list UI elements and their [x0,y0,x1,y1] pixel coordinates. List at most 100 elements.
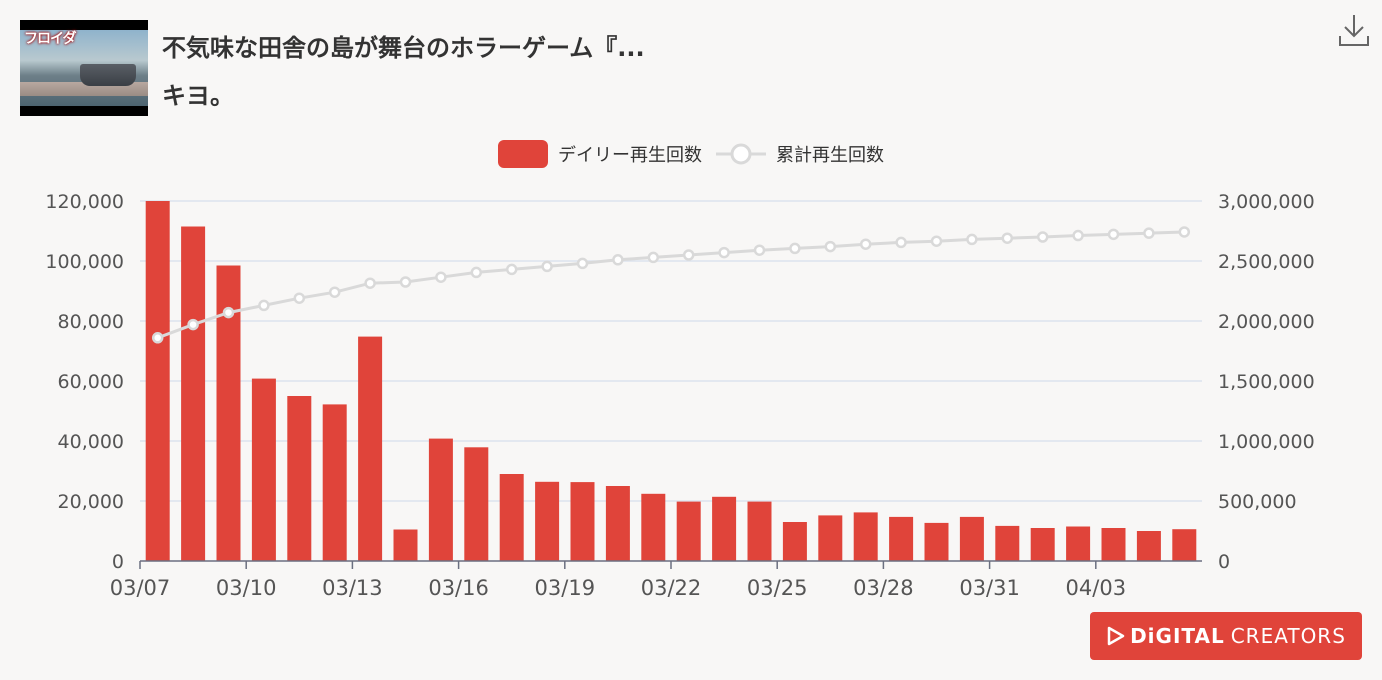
line-point[interactable] [966,233,978,246]
x-tick-label: 03/10 [216,576,277,600]
bar[interactable] [1030,528,1055,561]
bar[interactable] [1101,528,1126,561]
line-point[interactable] [647,251,660,264]
legend-label-cumulative: 累計再生回数 [776,145,884,166]
legend-bar-swatch [498,140,548,168]
bar[interactable] [464,447,489,561]
line-point[interactable] [222,306,235,319]
download-icon[interactable] [1337,12,1371,48]
brand-word-digital: DiGITAL [1130,624,1225,648]
legend-item-cumulative[interactable]: 累計再生回数 [716,140,884,168]
line-point[interactable] [258,299,270,312]
line-point[interactable] [364,277,376,289]
y-left-tick-label: 0 [112,551,124,573]
x-tick-label: 03/19 [535,576,596,600]
line-point[interactable] [930,235,943,247]
line-point[interactable] [1072,229,1084,242]
y-right-tick-label: 2,500,000 [1218,251,1315,273]
x-tick-label: 03/28 [853,576,914,600]
bar[interactable] [393,529,418,562]
line-point[interactable] [187,318,199,331]
y-right-tick-label: 500,000 [1218,491,1297,513]
bar[interactable] [145,201,170,561]
bar[interactable] [605,486,630,561]
line-point[interactable] [859,238,872,250]
y-left-tick-label: 80,000 [58,311,124,333]
x-tick-label: 03/31 [959,576,1020,600]
line-point[interactable] [541,260,553,273]
bar[interactable] [1172,529,1197,561]
bar[interactable] [181,226,206,562]
bar[interactable] [818,515,843,561]
bar[interactable] [1066,526,1091,562]
video-title[interactable]: 不気味な田舎の島が舞台のホラーゲーム『... [162,34,645,62]
bar[interactable] [535,481,560,561]
brand-word-creators: CREATORS [1230,624,1346,648]
line-point[interactable] [1178,226,1191,238]
y-left-tick-label: 100,000 [45,251,124,273]
bar[interactable] [853,512,878,561]
bar[interactable] [747,501,772,561]
bar[interactable] [287,396,312,561]
bar[interactable] [251,378,276,561]
line-point[interactable] [1001,232,1014,244]
bar[interactable] [358,336,383,561]
bar[interactable] [676,501,701,561]
bar[interactable] [570,482,595,561]
line-point[interactable] [293,292,306,304]
x-tick-label: 04/03 [1066,576,1127,600]
digital-creators-logo[interactable]: DiGITAL CREATORS [1090,612,1362,660]
bar[interactable] [959,516,984,561]
video-thumbnail[interactable]: フロイダ [20,20,148,116]
y-right-tick-label: 0 [1218,551,1230,573]
line-point[interactable] [399,276,412,288]
x-tick-label: 03/07 [110,576,171,600]
bar[interactable] [428,438,453,561]
bar[interactable] [322,404,347,561]
bar[interactable] [641,493,666,561]
y-left-tick-label: 40,000 [58,431,124,453]
bar[interactable] [889,516,914,561]
legend-line-swatch [716,143,766,165]
brand-play-icon [1107,626,1125,646]
line-point[interactable] [789,242,801,255]
line-point[interactable] [576,257,589,270]
bar[interactable] [782,522,807,561]
x-tick-label: 03/13 [322,576,383,600]
y-right-tick-label: 3,000,000 [1218,191,1315,213]
y-right-tick-label: 2,000,000 [1218,311,1315,333]
thumbnail-boat [80,64,136,86]
legend-label-daily: デイリー再生回数 [558,145,702,166]
line-point[interactable] [1036,231,1049,243]
x-tick-label: 03/25 [747,576,808,600]
legend-item-daily[interactable]: デイリー再生回数 [498,140,702,168]
thumbnail-logo: フロイダ [24,31,76,47]
bar[interactable] [712,496,737,561]
line-point[interactable] [612,254,624,266]
y-left-tick-label: 20,000 [58,491,124,513]
bar[interactable] [924,522,949,561]
chart-legend: デイリー再生回数 累計再生回数 [0,140,1382,170]
line-point[interactable] [824,240,837,253]
line-point[interactable] [505,263,518,276]
video-header: フロイダ 不気味な田舎の島が舞台のホラーゲーム『... キヨ。 [20,20,1360,116]
line-point[interactable] [1143,227,1155,239]
y-right-tick-label: 1,500,000 [1218,371,1315,393]
line-point[interactable] [1107,228,1120,241]
bar[interactable] [995,525,1020,561]
bar[interactable] [499,474,524,561]
y-left-tick-label: 60,000 [58,371,124,393]
line-point[interactable] [682,249,695,261]
line-point[interactable] [895,236,907,249]
line-point[interactable] [435,271,447,283]
bar[interactable] [1136,531,1161,561]
line-point[interactable] [151,332,164,344]
line-point[interactable] [470,266,483,279]
cumulative-line [157,230,1185,340]
line-point[interactable] [328,286,341,298]
line-point[interactable] [753,244,766,256]
channel-name[interactable]: キヨ。 [162,82,234,110]
line-point[interactable] [718,246,730,259]
x-tick-label: 03/16 [428,576,489,600]
